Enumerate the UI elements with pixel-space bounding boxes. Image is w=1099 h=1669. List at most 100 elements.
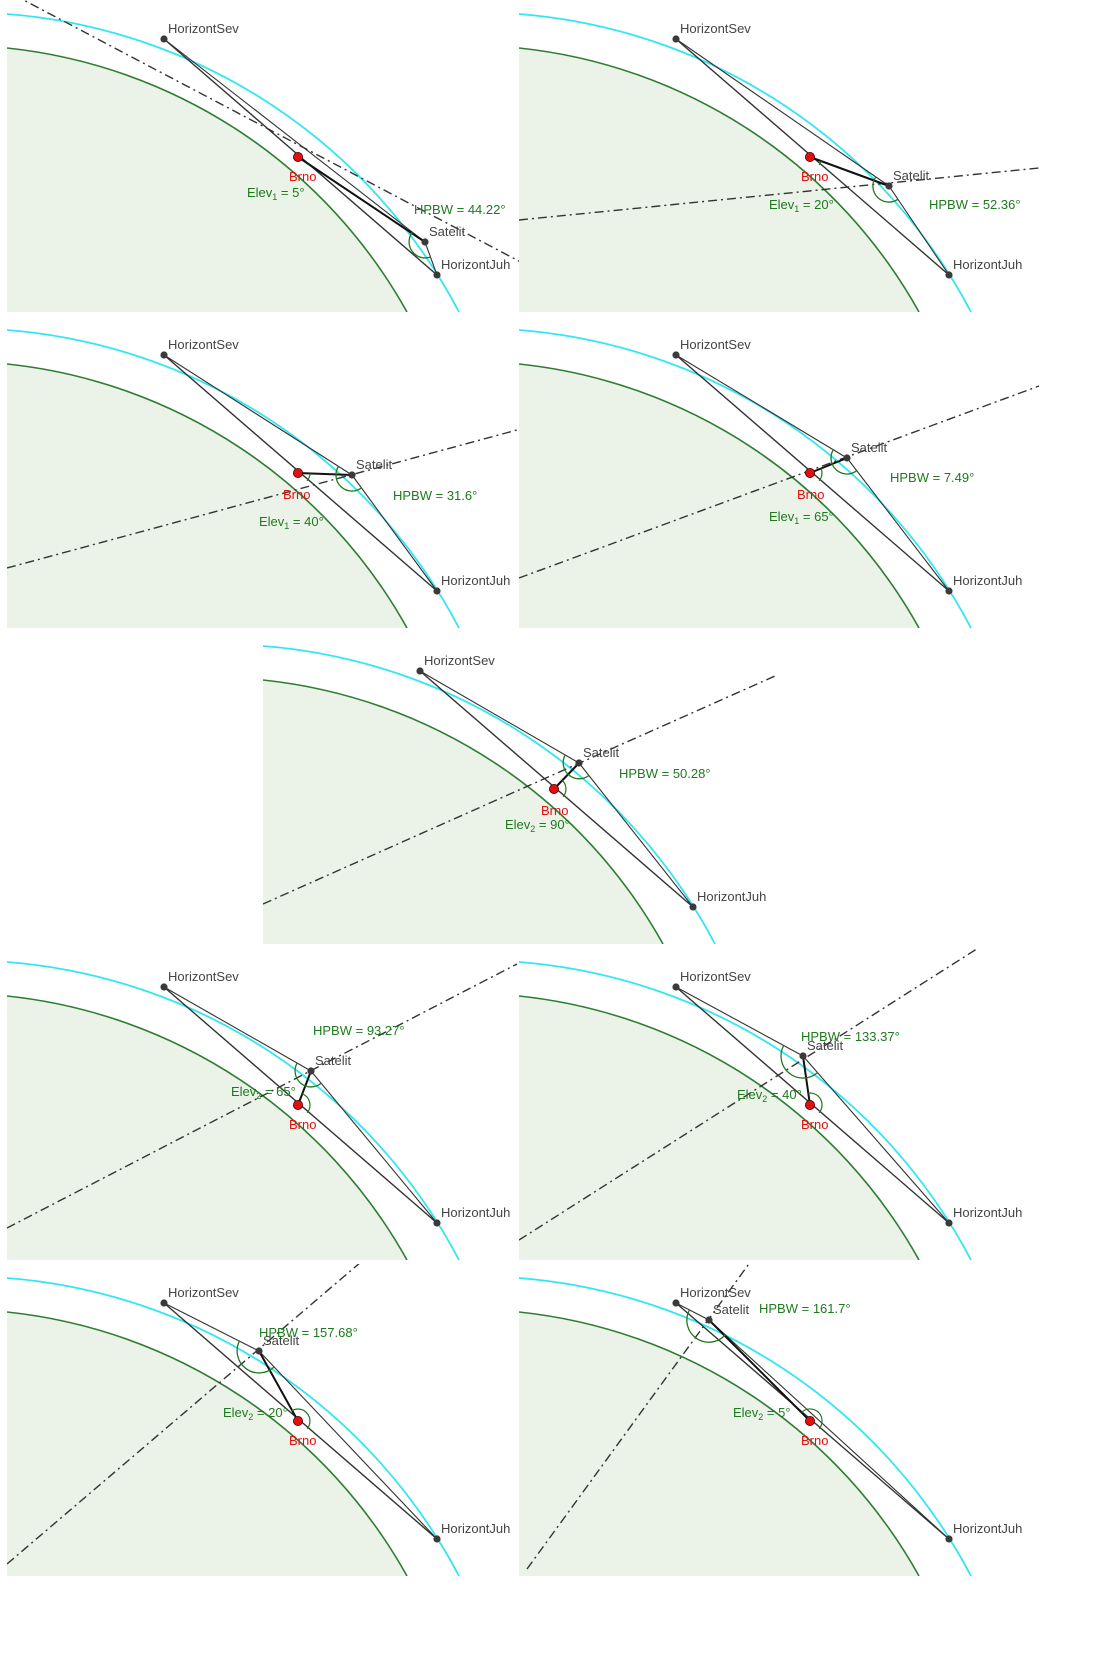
satellite-north-ray	[163, 986, 312, 1072]
hpbw-value: 157.68°	[312, 1325, 358, 1340]
hpbw-value: 7.49°	[943, 470, 975, 485]
diagram-panel: HorizontSev HorizontJuh Satelit Brno HPBW = …	[263, 632, 795, 944]
hpbw-value: 133.37°	[854, 1029, 900, 1044]
north-horizon-label: HorizontSev	[680, 337, 751, 352]
elevation-prefix: Elev	[769, 509, 795, 524]
hpbw-angle-arc	[686, 1309, 726, 1343]
site-label: Brno	[541, 803, 569, 818]
elevation-value: 5°	[778, 1405, 791, 1420]
earth-area	[263, 680, 663, 944]
site-satellite-link	[297, 472, 353, 476]
elevation-value-label: Elev1 = 5°	[247, 185, 305, 202]
satellite-orbit-arc	[7, 13, 460, 312]
site-point	[292, 1415, 303, 1426]
earth-surface-arc	[519, 1311, 920, 1576]
panel-drawing	[519, 329, 1040, 628]
diagram-panel: HorizontSev HorizontJuh Satelit Brno HPBW = …	[7, 1264, 539, 1576]
hpbw-prefix: HPBW =	[619, 766, 673, 781]
diagram-panel: HorizontSev HorizontJuh Satelit Brno HPBW = …	[7, 948, 539, 1260]
elevation-value-label: Elev2 = 90°	[505, 818, 570, 834]
satellite-north-ray	[675, 986, 804, 1057]
elevation-value-label: Elev1 = 20°	[769, 197, 834, 214]
site-point	[804, 1099, 815, 1110]
hpbw-prefix: HPBW =	[890, 470, 944, 485]
south-horizon-point	[433, 271, 441, 279]
south-horizon-label: HorizontJuh	[953, 257, 1023, 272]
satellite-label: Satelit	[851, 440, 888, 455]
panel-drawing	[7, 329, 518, 628]
hpbw-prefix: HPBW =	[259, 1325, 313, 1340]
satellite-north-ray	[675, 354, 848, 459]
elevation-prefix: Elev	[769, 197, 795, 212]
north-horizon-point	[160, 983, 168, 991]
diagram-panel: HorizontSev HorizontJuh Satelit Brno HPBW = …	[519, 1264, 1051, 1576]
hpbw-value-label: HPBW = 157.68°	[259, 1326, 358, 1340]
elevation-equals: =	[261, 1084, 277, 1099]
hpbw-value-label: HPBW = 161.7°	[759, 1302, 851, 1316]
diagram-panel: HorizontSev HorizontJuh Satelit Brno HPBW = …	[7, 316, 539, 628]
elevation-value: 20°	[814, 197, 834, 212]
satellite-south-ray	[351, 474, 438, 592]
satellite-north-ray	[419, 670, 580, 764]
elevation-value-label: Elev2 = 5°	[733, 1405, 791, 1422]
site-point	[804, 467, 815, 478]
south-horizon-label: HorizontJuh	[441, 1205, 511, 1220]
site-satellite-link	[708, 1319, 811, 1422]
site-point	[548, 783, 559, 794]
satellite-south-ray	[578, 762, 694, 908]
satellite-orbit-arc	[7, 961, 460, 1260]
elevation-value-label: Elev2 = 65°	[231, 1084, 296, 1101]
diagram-panel: HorizontSev HorizontJuh Satelit Brno HPBW = …	[519, 316, 1051, 628]
north-horizon-point	[160, 351, 168, 359]
satellite-point	[348, 471, 356, 479]
satellite-orbit-arc	[263, 645, 716, 944]
hpbw-prefix: HPBW =	[929, 197, 983, 212]
north-horizon-label: HorizontSev	[168, 337, 239, 352]
south-horizon-label: HorizontJuh	[441, 573, 511, 588]
north-horizon-label: HorizontSev	[168, 969, 239, 984]
elevation-prefix: Elev	[231, 1084, 257, 1099]
satellite-label: Satelit	[713, 1302, 750, 1317]
south-horizon-label: HorizontJuh	[953, 1521, 1023, 1536]
site-point	[292, 467, 303, 478]
earth-area	[519, 48, 919, 312]
site-label: Brno	[283, 487, 311, 502]
site-label: Brno	[289, 1433, 317, 1448]
satellite-point	[885, 182, 893, 190]
hpbw-prefix: HPBW =	[759, 1301, 813, 1316]
site-point	[804, 1415, 815, 1426]
satellite-point	[575, 759, 583, 767]
hpbw-angle-arc	[294, 1062, 322, 1088]
elevation-angle-arc	[291, 1408, 311, 1430]
antenna-axis-line	[519, 948, 980, 1241]
satellite-label: Satelit	[315, 1053, 352, 1068]
panel-drawing	[7, 961, 518, 1260]
elevation-index: 1	[284, 521, 290, 531]
north-horizon-point	[672, 351, 680, 359]
hpbw-angle-arc	[780, 1045, 818, 1079]
satellite-label: Satelit	[263, 1333, 300, 1348]
site-satellite-link	[258, 1350, 299, 1422]
elevation-value: 20°	[268, 1405, 288, 1420]
elevation-prefix: Elev	[737, 1087, 763, 1102]
south-horizon-point	[945, 1219, 953, 1227]
elevation-equals: =	[763, 1405, 779, 1420]
satellite-label: Satelit	[429, 224, 466, 239]
panel-drawing	[7, 1264, 460, 1576]
south-horizon-label: HorizontJuh	[441, 1521, 511, 1536]
south-horizon-label: HorizontJuh	[953, 573, 1023, 588]
panel-drawing	[519, 1264, 972, 1576]
satellite-point	[843, 454, 851, 462]
site-point	[292, 1099, 303, 1110]
earth-surface-arc	[519, 47, 920, 312]
hpbw-angle-arc	[872, 176, 899, 203]
elevation-prefix: Elev	[247, 185, 273, 200]
satellite-point	[255, 1347, 263, 1355]
satellite-south-ray	[424, 241, 438, 276]
panel-drawing	[519, 13, 1040, 312]
elevation-value: 40°	[782, 1087, 802, 1102]
satellite-point	[799, 1052, 807, 1060]
elevation-value: 40°	[304, 514, 324, 529]
antenna-axis-line	[7, 1264, 360, 1565]
satellite-orbit-arc	[519, 1277, 972, 1576]
